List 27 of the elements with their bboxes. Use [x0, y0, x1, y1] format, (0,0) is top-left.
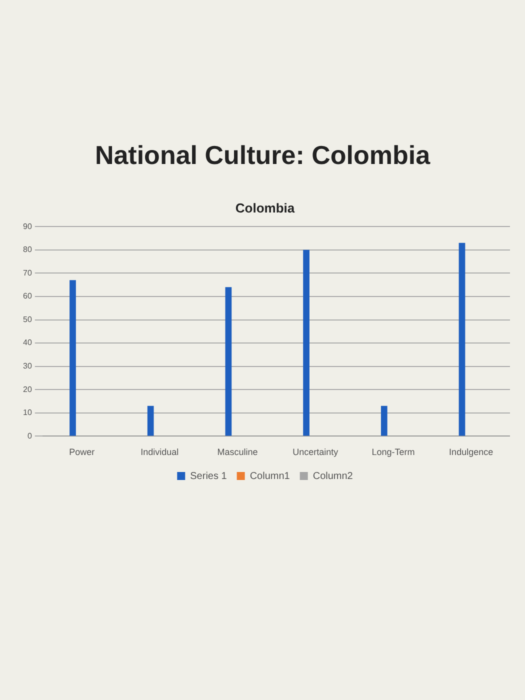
y-tick-label: 30: [22, 362, 32, 371]
bar: [303, 250, 310, 436]
y-tick-label: 50: [22, 314, 32, 324]
y-tick-label: 80: [22, 245, 32, 254]
x-tick-label: Individual: [140, 447, 179, 458]
y-tick-label: 0: [27, 431, 32, 440]
bar: [225, 287, 232, 436]
x-tick-label: Uncertainty: [292, 447, 339, 458]
y-tick-label: 10: [22, 408, 32, 418]
y-tick-label: 70: [22, 268, 32, 278]
y-tick-label: 20: [22, 384, 32, 394]
bar: [147, 406, 154, 436]
y-tick-label: 90: [22, 222, 32, 231]
x-tick-label: Indulgence: [449, 447, 494, 458]
x-tick-label: Long-Term: [372, 447, 415, 458]
x-tick-label: Power: [69, 447, 95, 458]
y-tick-label: 40: [22, 338, 32, 348]
legend-label: Series 1: [190, 470, 228, 482]
legend-label: Column1: [250, 470, 290, 482]
chart-title: National Culture: Colombia: [94, 139, 432, 171]
y-tick-label: 60: [22, 292, 32, 301]
bar: [458, 242, 466, 436]
chart-subtitle: Colombia: [235, 200, 296, 216]
bar: [70, 280, 76, 436]
x-tick-label: Masculine: [217, 447, 258, 458]
legend-label: Column2: [312, 470, 354, 482]
bar: [380, 406, 388, 436]
